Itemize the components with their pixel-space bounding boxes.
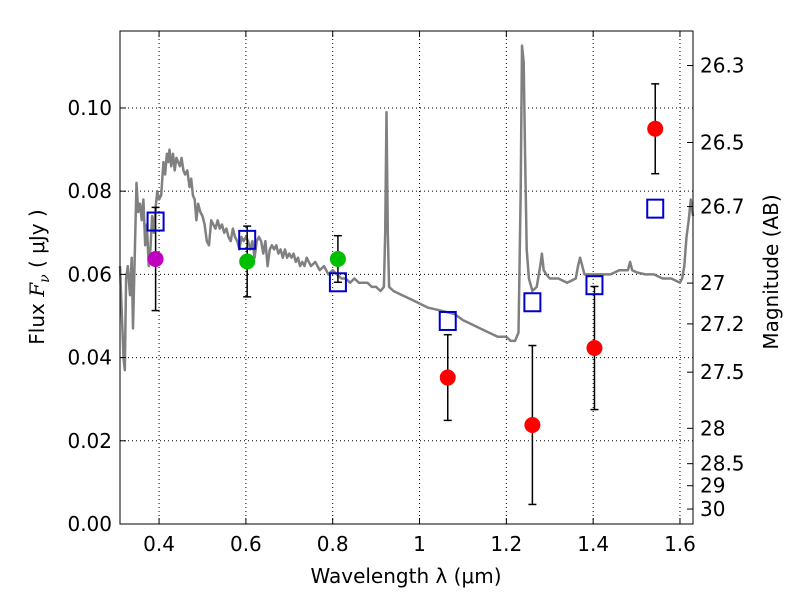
y-axis-label-prefix: Flux [25,297,49,345]
magnitude-tick-label: 27.5 [700,360,745,384]
observed-flux-point [239,253,256,270]
model-spectrum-line [118,44,695,372]
magnitude-tick-label: 27.2 [700,312,745,336]
model-photometry-square [438,310,457,331]
observed-flux-point [439,369,456,386]
x-tick-label: 0.4 [143,532,175,556]
magnitude-tick-label: 26.5 [700,130,745,154]
observed-flux-point [524,416,541,433]
y-tick-label: 0.04 [67,346,112,370]
error-bars [151,83,660,506]
y-tick-label: 0.10 [67,96,112,120]
magnitude-tick-label: 30 [700,497,725,521]
model-photometry-square [238,229,257,250]
model-photometry-square [523,292,542,313]
x-axis-label: Wavelength λ (μm) [310,564,501,588]
model-photometry-square [328,272,347,293]
magnitude-tick-label: 28 [700,416,725,440]
magnitude-tick-label: 28.5 [700,452,745,476]
y-tick-label: 0.00 [67,512,112,536]
observed-flux-point [329,250,346,267]
grid [120,31,693,525]
x-tick-label: 1.2 [490,532,522,556]
model-photometry-squares [146,198,665,331]
observed-flux-point [147,250,164,267]
axis-ticks [120,31,693,525]
observed-flux-points [147,120,664,433]
magnitude-tick-label: 26.3 [700,54,745,78]
x-tick-label: 0.6 [230,532,262,556]
model-photometry-square [585,275,604,296]
magnitude-tick-label: 29 [700,474,725,498]
right-axis-label: Magnitude (AB) [759,194,783,349]
plot-frame [119,30,694,525]
model-photometry-square [646,198,665,219]
observed-flux-point [586,340,603,357]
magnitude-tick-label: 27 [700,271,725,295]
x-tick-label: 1 [413,532,426,556]
x-tick-label: 0.8 [317,532,349,556]
x-tick-labels: 0.4 0.6 0.8 1 1.2 1.4 1.6 [143,532,696,556]
y-tick-labels: 0.00 0.02 0.04 0.06 0.08 0.10 [67,96,112,536]
y-axis-label-symbol: F [25,282,49,298]
y-axis-label-unit: ( μJy ) [25,209,49,274]
y-axis-label-subscript: ν [37,274,53,283]
y-tick-label: 0.02 [67,429,112,453]
y-axis-label: Flux Fν ( μJy ) [25,209,53,344]
observed-flux-point [647,120,664,137]
x-tick-label: 1.4 [577,532,609,556]
magnitude-tick-label: 26.7 [700,195,745,219]
model-photometry-square [146,211,165,232]
y-tick-label: 0.08 [67,179,112,203]
x-tick-label: 1.6 [664,532,696,556]
y-tick-label: 0.06 [67,262,112,286]
spectrum-layer [118,44,695,372]
